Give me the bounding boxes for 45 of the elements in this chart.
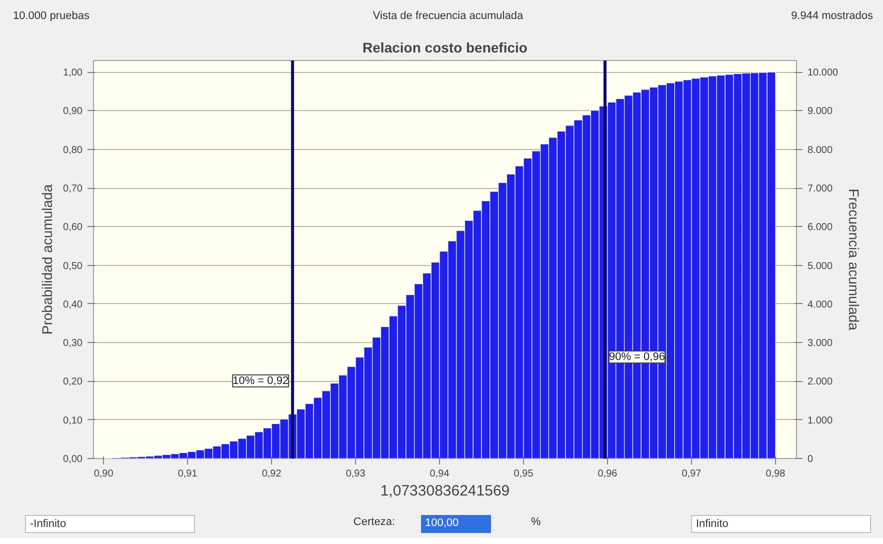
x-tick-label: 0,97 <box>682 468 702 480</box>
x-tick-label: 0,96 <box>598 468 618 480</box>
x-tick-label: 0,92 <box>262 468 282 480</box>
text: -Infinito <box>30 517 66 532</box>
text: % <box>531 515 541 530</box>
text: 10.000 pruebas <box>13 9 90 24</box>
y-tick-label: 0,50 <box>63 260 83 272</box>
y2-tick-label: 3.000 <box>808 338 833 350</box>
y2-axis-title: Frecuencia acumulada <box>846 188 862 331</box>
y2-tick-label: 2.000 <box>808 376 833 388</box>
y-tick-label: 1,00 <box>63 68 83 79</box>
y2-tick-label: 5.000 <box>808 260 833 272</box>
y-tick-label: 0,40 <box>63 299 83 310</box>
text: Infinito <box>696 517 728 532</box>
y-tick-label: 0,20 <box>63 376 83 388</box>
y-tick-label: 0,90 <box>63 106 83 118</box>
text: Certeza: <box>353 515 395 530</box>
y2-tick-label: 4.000 <box>808 299 833 310</box>
y-tick-label: 0,00 <box>63 454 83 465</box>
y2-tick-label: 1.000 <box>808 415 833 426</box>
y-axis-title: Probabilidad acumulada <box>39 184 56 335</box>
x-axis-title: 1,07330836241569 <box>380 482 510 500</box>
y-tick-label: 0,10 <box>63 415 83 426</box>
y2-tick-label: 7.000 <box>808 184 833 195</box>
y-tick-label: 0,70 <box>63 184 83 195</box>
text: 9.944 mostrados <box>791 9 873 24</box>
ref-line-label: 90% = 0,96 <box>609 350 665 363</box>
y2-tick-label: 0 <box>808 454 814 465</box>
x-tick-label: 0,95 <box>514 468 534 480</box>
y2-tick-label: 10.000 <box>808 68 839 79</box>
y2-tick-label: 9.000 <box>808 106 833 118</box>
ref-line-label: 10% = 0,92 <box>232 374 289 387</box>
x-tick-label: 0,93 <box>346 468 366 480</box>
y-tick-label: 0,60 <box>63 222 83 234</box>
x-tick-label: 0,98 <box>766 468 786 480</box>
x-tick-label: 0,91 <box>178 468 198 480</box>
y2-tick-label: 8.000 <box>808 144 833 156</box>
x-tick-label: 0,94 <box>430 468 450 480</box>
y-tick-label: 0,80 <box>63 144 83 156</box>
text: 100,00 <box>425 516 459 531</box>
chart-title: Relacion costo beneficio <box>362 40 528 56</box>
y-tick-label: 0,30 <box>63 338 83 350</box>
text: Vista de frecuencia acumulada <box>372 9 524 24</box>
y2-tick-label: 6.000 <box>808 222 833 234</box>
x-tick-label: 0,90 <box>94 468 114 480</box>
